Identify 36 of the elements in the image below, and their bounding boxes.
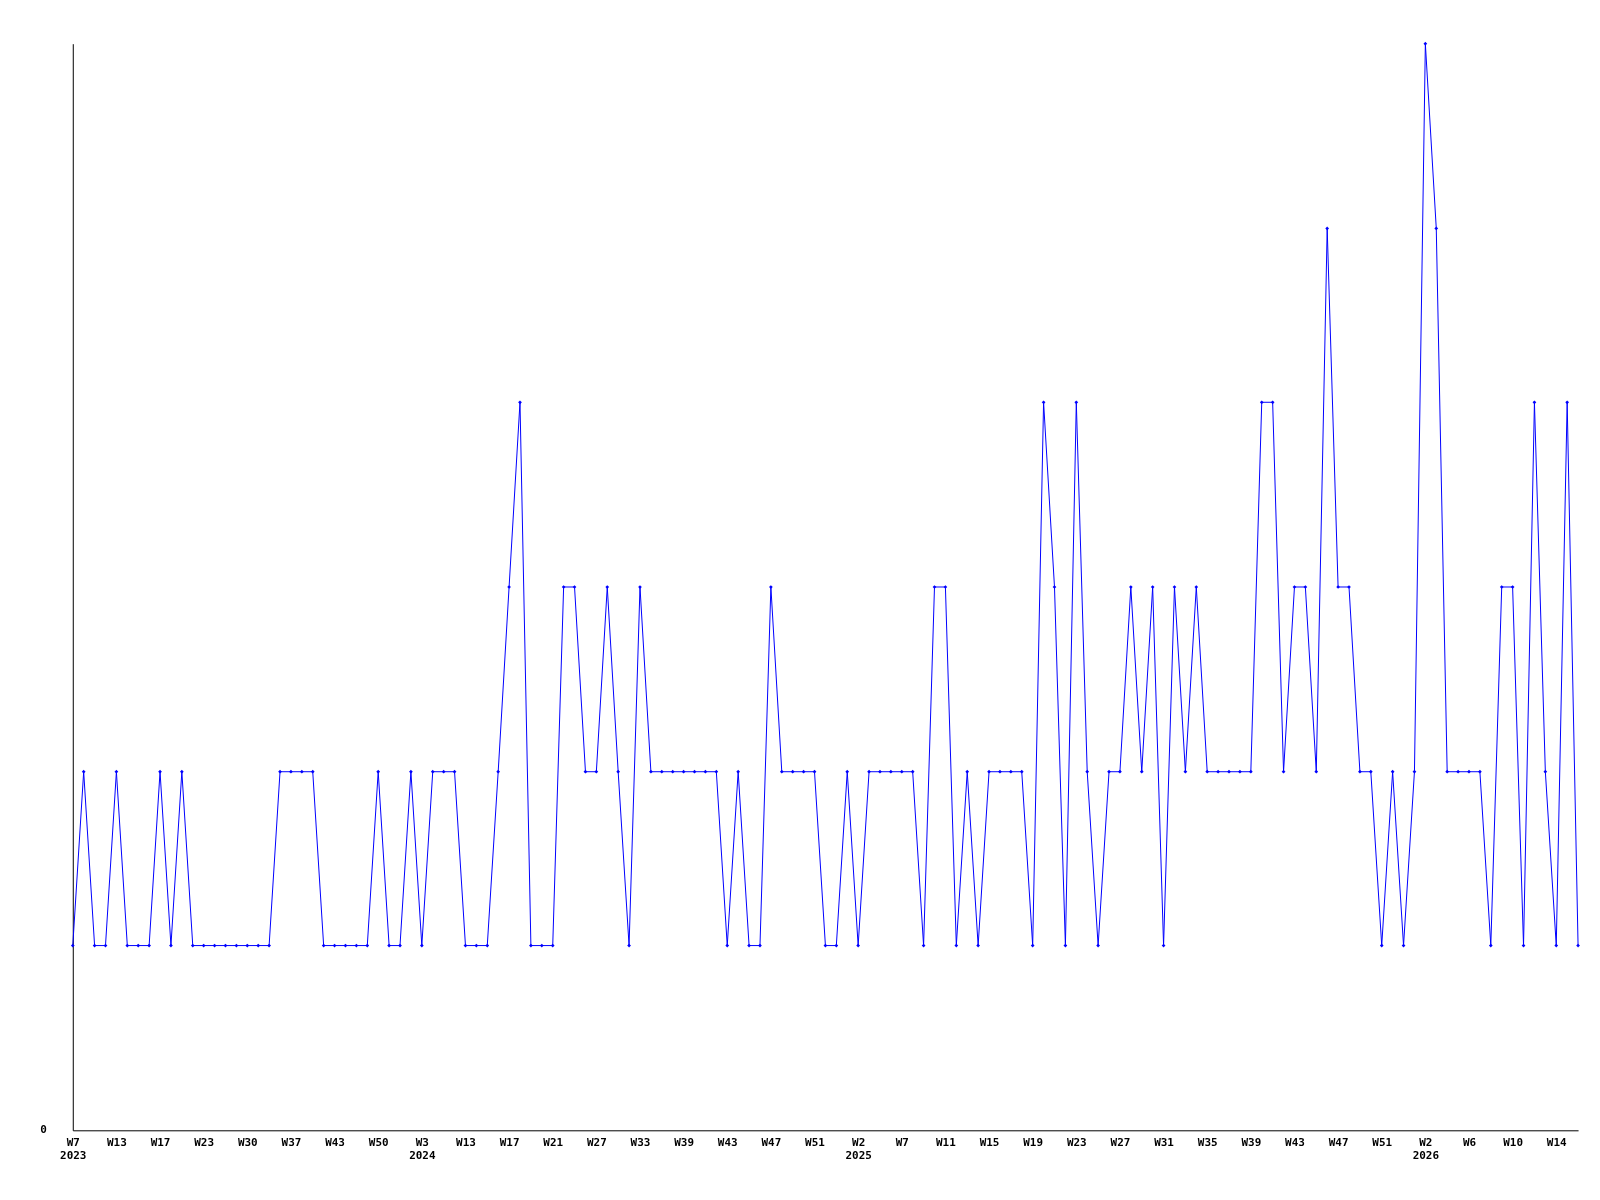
x-tick-label: W13 — [107, 1135, 127, 1149]
x-tick-label: W17 — [499, 1135, 520, 1149]
x-tick-label: W19 — [1023, 1135, 1044, 1149]
x-tick-label: W47 — [761, 1135, 782, 1149]
x-tick-label: W31 — [1154, 1135, 1175, 1149]
x-tick-label: W3 2024 — [409, 1135, 436, 1162]
x-tick-label: W17 — [150, 1135, 171, 1149]
x-tick-label: W14 — [1546, 1135, 1568, 1149]
x-tick-label: W35 — [1197, 1135, 1218, 1149]
x-tick-label: W2 2026 — [1412, 1135, 1440, 1162]
x-tick-label: W47 — [1328, 1135, 1349, 1149]
x-tick-label: W10 — [1503, 1135, 1524, 1149]
x-tick-label: W33 — [630, 1135, 651, 1149]
x-tick-label: W27 — [1110, 1135, 1131, 1149]
x-tick-label: W6 — [1462, 1135, 1477, 1149]
x-tick-label: W39 — [674, 1135, 695, 1149]
x-tick-label: W51 — [1372, 1135, 1393, 1149]
x-tick-label: W7 — [895, 1135, 909, 1149]
x-tick-label: W39 — [1241, 1135, 1262, 1149]
x-tick-label: W43 — [717, 1135, 738, 1149]
x-tick-label: W15 — [979, 1135, 1000, 1149]
x-tick-label: W2 2025 — [845, 1135, 872, 1162]
x-tick-label: W23 — [194, 1135, 215, 1149]
x-tick-label: W50 — [368, 1135, 389, 1149]
x-tick-label: W11 — [936, 1135, 957, 1149]
x-tick-label: W37 — [281, 1135, 302, 1149]
x-tick-label: W23 — [1066, 1135, 1087, 1149]
x-tick-label: W51 — [805, 1135, 826, 1149]
x-tick-label: W27 — [586, 1135, 607, 1149]
x-tick-label: W30 — [237, 1135, 258, 1149]
text: 0 — [40, 1123, 47, 1137]
x-tick-label: W7 2023 — [60, 1135, 87, 1162]
x-tick-label: W43 — [325, 1135, 345, 1149]
x-tick-label: W43 — [1285, 1135, 1305, 1149]
x-tick-label: W13 — [456, 1135, 476, 1149]
x-tick-label: W21 — [543, 1135, 564, 1149]
